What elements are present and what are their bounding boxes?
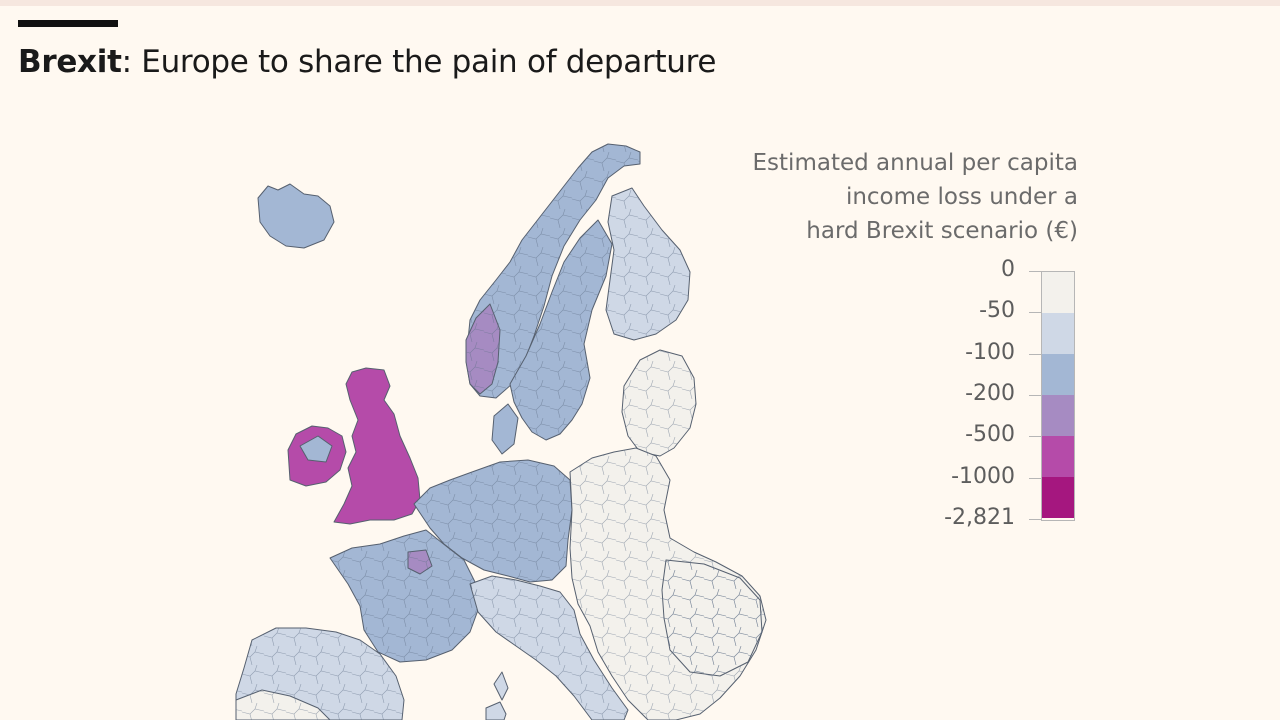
page-title: Brexit: Europe to share the pain of depa… [18, 44, 716, 80]
legend-tick-3 [1029, 394, 1041, 396]
legend-title: Estimated annual per capita income loss … [700, 146, 1078, 248]
legend-swatch-2 [1042, 354, 1074, 395]
legend-tick-6 [1029, 518, 1041, 520]
title-bold: Brexit [18, 44, 122, 80]
region-baltics [621, 349, 697, 457]
region-great-britain [333, 367, 421, 525]
legend-tick-2 [1029, 353, 1041, 355]
legend-swatch-3 [1042, 395, 1074, 436]
legend-label-3: -200 [965, 380, 1015, 406]
legend-color-scale [1041, 271, 1075, 521]
legend-tick-0 [1029, 271, 1041, 272]
legend-title-line-2: income loss under a [845, 184, 1078, 210]
region-iceland [257, 183, 335, 249]
top-band [0, 0, 1280, 6]
title-rule [18, 20, 118, 27]
legend-title-line-1: Estimated annual per capita [752, 150, 1078, 176]
legend-label-5: -1000 [951, 463, 1015, 489]
legend-tick-1 [1029, 312, 1041, 314]
region-sardinia [485, 701, 507, 720]
legend-label-6: -2,821 [944, 504, 1015, 530]
legend-swatch-4 [1042, 436, 1074, 477]
region-denmark [491, 403, 519, 455]
region-corsica [493, 671, 509, 701]
legend-tick-4 [1029, 436, 1041, 438]
region-finland [605, 187, 691, 341]
legend-swatch-0 [1042, 272, 1074, 313]
legend-title-line-3: hard Brexit scenario (€) [806, 218, 1078, 244]
legend-label-0: 0 [1001, 257, 1015, 282]
legend-swatch-1 [1042, 313, 1074, 354]
legend-label-1: -50 [979, 298, 1015, 324]
legend-tick-5 [1029, 477, 1041, 479]
legend-label-4: -500 [965, 422, 1015, 448]
legend-swatch-5 [1042, 477, 1074, 518]
title-rest: : Europe to share the pain of departure [121, 44, 717, 80]
region-ireland-east [299, 435, 333, 463]
legend-label-2: -100 [965, 339, 1015, 365]
